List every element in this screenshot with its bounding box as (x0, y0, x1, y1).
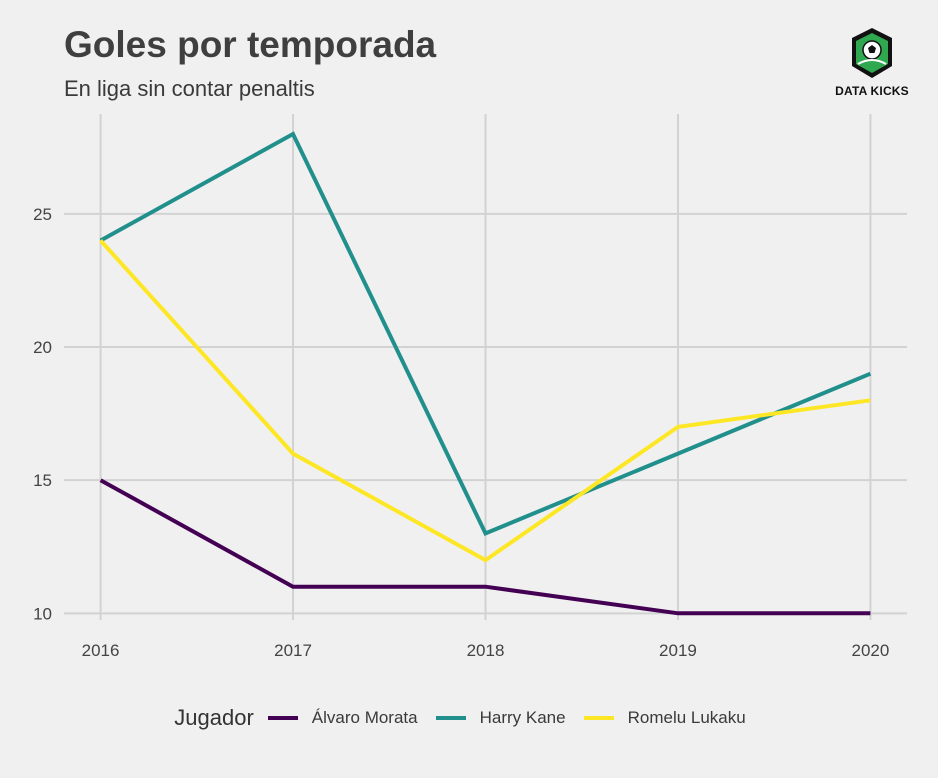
legend-title: Jugador (174, 705, 254, 730)
legend-key-morata (267, 716, 298, 720)
legend-item-lukaku: Romelu Lukaku (583, 708, 746, 728)
logo-text: DATA KICKS (835, 84, 909, 98)
x-tick-label-0: 2016 (82, 641, 120, 660)
legend-label-lukaku: Romelu Lukaku (627, 708, 746, 727)
chart-subtitle: En liga sin contar penaltis (64, 76, 315, 101)
chart-title: Goles por temporada (64, 24, 437, 65)
series-line-2 (99, 239, 871, 563)
legend-label-morata: Álvaro Morata (311, 708, 418, 727)
series-line-1 (99, 131, 872, 536)
legend: Jugador Álvaro Morata Harry Kane Romelu … (0, 700, 938, 736)
legend-label-kane: Harry Kane (479, 708, 566, 727)
data-kicks-logo: DATA KICKS (832, 26, 912, 102)
y-tick-label-1: 15 (33, 471, 52, 490)
y-tick-label-3: 25 (33, 205, 52, 224)
x-tick-label-2: 2018 (467, 641, 505, 660)
football-shield-icon (852, 28, 892, 78)
x-tick-label-3: 2019 (659, 641, 697, 660)
legend-item-kane: Harry Kane (435, 708, 566, 728)
legend-key-lukaku (583, 716, 614, 720)
legend-item-morata: Álvaro Morata (267, 708, 418, 728)
y-tick-label-2: 20 (33, 338, 52, 357)
x-tick-label-1: 2017 (274, 641, 312, 660)
x-tick-label-4: 2020 (852, 641, 890, 660)
legend-key-kane (435, 716, 466, 720)
y-tick-label-0: 10 (33, 604, 52, 623)
line-chart: 10 15 20 25 2016 2017 2018 2019 2020 (33, 114, 907, 660)
series-line-0 (99, 478, 871, 616)
